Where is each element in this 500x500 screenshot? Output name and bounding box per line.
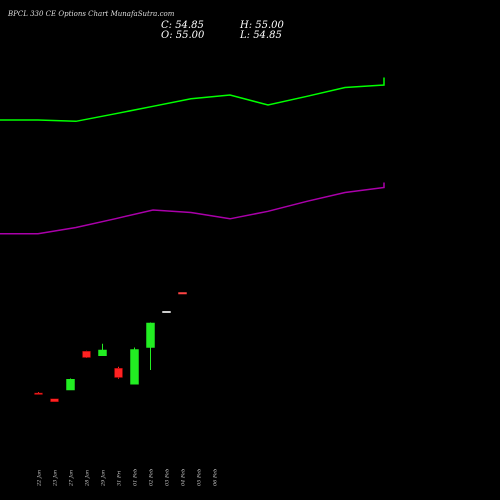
open-value: O: 55.00: [161, 30, 205, 41]
x-tick-label: 05 Feb: [197, 469, 203, 486]
low-value: L: 54.85: [240, 30, 282, 41]
candle-body-29-jan: [98, 349, 107, 356]
close-value: C: 54.85: [161, 20, 204, 31]
x-tick-label: 01 Feb: [133, 469, 139, 486]
x-tick-label: 27 Jan: [69, 470, 75, 487]
candle-body-04-feb: [178, 292, 187, 295]
candle-body-22-jan: [34, 392, 43, 395]
candle-body-27-jan: [66, 379, 75, 391]
candle-body-31-fri: [114, 368, 123, 378]
x-tick-label: 31 Fri: [117, 470, 123, 486]
candle-body-23-jan: [50, 398, 59, 402]
x-tick-label: 29 Jan: [101, 470, 107, 487]
x-tick-label: 22 Jan: [37, 470, 43, 487]
x-tick-label: 02 Feb: [149, 469, 155, 486]
x-tick-label: 28 Jan: [85, 470, 91, 487]
high-value: H: 55.00: [240, 20, 284, 31]
candle-body-02-feb: [146, 322, 155, 348]
candle-body-01-feb: [130, 349, 139, 385]
x-tick-label: 23 Jan: [53, 470, 59, 487]
x-tick-label: 06 Feb: [213, 469, 219, 486]
ma-line-2: [0, 182, 385, 235]
x-tick-label: 04 Feb: [181, 469, 187, 486]
chart-title: BPCL 330 CE Options Chart MunafaSutra.co…: [8, 10, 175, 18]
candle-body-03-feb: [162, 311, 171, 313]
ma-line-1: [0, 77, 385, 123]
candle-body-28-jan: [82, 351, 91, 358]
x-tick-label: 03 Feb: [165, 469, 171, 486]
